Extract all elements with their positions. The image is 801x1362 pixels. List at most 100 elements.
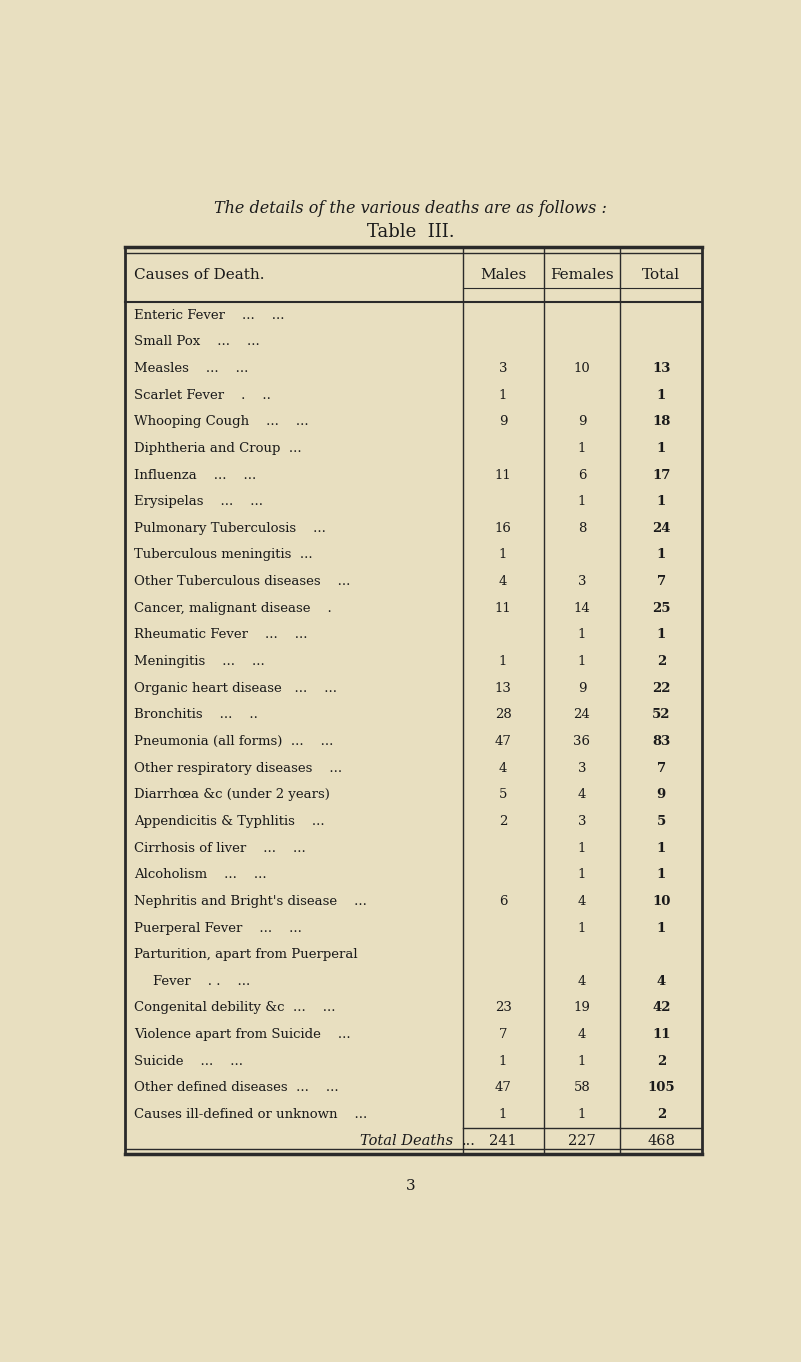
Text: Pneumonia (all forms)  ...    ...: Pneumonia (all forms) ... ... xyxy=(135,735,334,748)
Text: Scarlet Fever    .    ..: Scarlet Fever . .. xyxy=(135,388,272,402)
Text: 42: 42 xyxy=(652,1001,670,1015)
Text: 10: 10 xyxy=(574,362,590,375)
Text: 2: 2 xyxy=(499,814,507,828)
Text: 4: 4 xyxy=(499,575,507,588)
Text: Nephritis and Bright's disease    ...: Nephritis and Bright's disease ... xyxy=(135,895,367,908)
Text: 14: 14 xyxy=(574,602,590,614)
Text: 1: 1 xyxy=(578,441,586,455)
Text: Total: Total xyxy=(642,267,680,282)
Text: 1: 1 xyxy=(578,628,586,642)
Text: Cirrhosis of liver    ...    ...: Cirrhosis of liver ... ... xyxy=(135,842,306,854)
Text: 6: 6 xyxy=(499,895,507,908)
Text: 3: 3 xyxy=(405,1179,416,1193)
Text: 8: 8 xyxy=(578,522,586,535)
Text: Other defined diseases  ...    ...: Other defined diseases ... ... xyxy=(135,1081,339,1095)
Text: 6: 6 xyxy=(578,469,586,482)
Text: 11: 11 xyxy=(495,469,512,482)
Text: 18: 18 xyxy=(652,415,670,428)
Text: 1: 1 xyxy=(578,1109,586,1121)
Text: 5: 5 xyxy=(499,789,507,801)
Text: Diphtheria and Croup  ...: Diphtheria and Croup ... xyxy=(135,441,302,455)
Text: Suicide    ...    ...: Suicide ... ... xyxy=(135,1054,244,1068)
Text: 1: 1 xyxy=(578,655,586,669)
Text: 1: 1 xyxy=(499,655,507,669)
Text: 1: 1 xyxy=(578,496,586,508)
Text: Fever    . .    ...: Fever . . ... xyxy=(153,975,250,987)
Text: Total Deaths: Total Deaths xyxy=(360,1135,453,1148)
Text: 2: 2 xyxy=(657,655,666,669)
Text: Congenital debility &c  ...    ...: Congenital debility &c ... ... xyxy=(135,1001,336,1015)
Text: Causes ill-defined or unknown    ...: Causes ill-defined or unknown ... xyxy=(135,1109,368,1121)
Text: 4: 4 xyxy=(499,761,507,775)
Text: 47: 47 xyxy=(495,735,512,748)
Text: Measles    ...    ...: Measles ... ... xyxy=(135,362,248,375)
Text: 2: 2 xyxy=(657,1109,666,1121)
Text: Enteric Fever    ...    ...: Enteric Fever ... ... xyxy=(135,309,285,321)
Text: 468: 468 xyxy=(647,1135,675,1148)
Text: 52: 52 xyxy=(652,708,670,722)
Text: 1: 1 xyxy=(657,388,666,402)
Text: 1: 1 xyxy=(578,922,586,934)
Text: 9: 9 xyxy=(499,415,507,428)
Text: Puerperal Fever    ...    ...: Puerperal Fever ... ... xyxy=(135,922,302,934)
Text: 10: 10 xyxy=(652,895,670,908)
Text: Diarrhœa &c (under 2 years): Diarrhœa &c (under 2 years) xyxy=(135,789,330,801)
Text: 1: 1 xyxy=(657,628,666,642)
Text: 4: 4 xyxy=(578,789,586,801)
Text: 3: 3 xyxy=(578,814,586,828)
Text: Organic heart disease   ...    ...: Organic heart disease ... ... xyxy=(135,682,337,695)
Text: Appendicitis & Typhlitis    ...: Appendicitis & Typhlitis ... xyxy=(135,814,325,828)
Text: Violence apart from Suicide    ...: Violence apart from Suicide ... xyxy=(135,1028,351,1041)
Text: Males: Males xyxy=(480,267,526,282)
Text: 13: 13 xyxy=(495,682,512,695)
Text: Erysipelas    ...    ...: Erysipelas ... ... xyxy=(135,496,264,508)
Text: 105: 105 xyxy=(647,1081,675,1095)
Text: 13: 13 xyxy=(652,362,670,375)
Text: Small Pox    ...    ...: Small Pox ... ... xyxy=(135,335,260,349)
Text: 11: 11 xyxy=(652,1028,670,1041)
Text: 4: 4 xyxy=(578,1028,586,1041)
Text: 3: 3 xyxy=(499,362,507,375)
Text: 47: 47 xyxy=(495,1081,512,1095)
Text: Causes of Death.: Causes of Death. xyxy=(135,267,265,282)
Text: 1: 1 xyxy=(657,922,666,934)
Text: 23: 23 xyxy=(495,1001,512,1015)
Text: 1: 1 xyxy=(499,1054,507,1068)
Text: 1: 1 xyxy=(578,868,586,881)
Text: 9: 9 xyxy=(657,789,666,801)
Text: 1: 1 xyxy=(499,1109,507,1121)
Text: Other respiratory diseases    ...: Other respiratory diseases ... xyxy=(135,761,342,775)
Text: Bronchitis    ...    ..: Bronchitis ... .. xyxy=(135,708,258,722)
Text: 3: 3 xyxy=(578,761,586,775)
Text: 1: 1 xyxy=(499,388,507,402)
Text: 7: 7 xyxy=(657,575,666,588)
Text: Rheumatic Fever    ...    ...: Rheumatic Fever ... ... xyxy=(135,628,308,642)
Text: 1: 1 xyxy=(657,441,666,455)
Text: 241: 241 xyxy=(489,1135,517,1148)
Text: 3: 3 xyxy=(578,575,586,588)
Text: 1: 1 xyxy=(657,549,666,561)
Text: 227: 227 xyxy=(568,1135,596,1148)
Text: 83: 83 xyxy=(652,735,670,748)
Text: Cancer, malignant disease    .: Cancer, malignant disease . xyxy=(135,602,332,614)
Text: 58: 58 xyxy=(574,1081,590,1095)
Text: Table  III.: Table III. xyxy=(367,223,454,241)
Text: 16: 16 xyxy=(495,522,512,535)
Text: 24: 24 xyxy=(652,522,670,535)
Text: Other Tuberculous diseases    ...: Other Tuberculous diseases ... xyxy=(135,575,351,588)
Text: 25: 25 xyxy=(652,602,670,614)
Text: 22: 22 xyxy=(652,682,670,695)
Text: 1: 1 xyxy=(657,868,666,881)
Text: 9: 9 xyxy=(578,682,586,695)
Text: Pulmonary Tuberculosis    ...: Pulmonary Tuberculosis ... xyxy=(135,522,326,535)
Text: Parturition, apart from Puerperal: Parturition, apart from Puerperal xyxy=(135,948,358,962)
Text: 1: 1 xyxy=(657,496,666,508)
Text: 36: 36 xyxy=(574,735,590,748)
Text: 4: 4 xyxy=(657,975,666,987)
Text: 24: 24 xyxy=(574,708,590,722)
Text: 4: 4 xyxy=(578,975,586,987)
Text: 17: 17 xyxy=(652,469,670,482)
Text: 1: 1 xyxy=(578,1054,586,1068)
Text: Tuberculous meningitis  ...: Tuberculous meningitis ... xyxy=(135,549,313,561)
Text: Meningitis    ...    ...: Meningitis ... ... xyxy=(135,655,265,669)
